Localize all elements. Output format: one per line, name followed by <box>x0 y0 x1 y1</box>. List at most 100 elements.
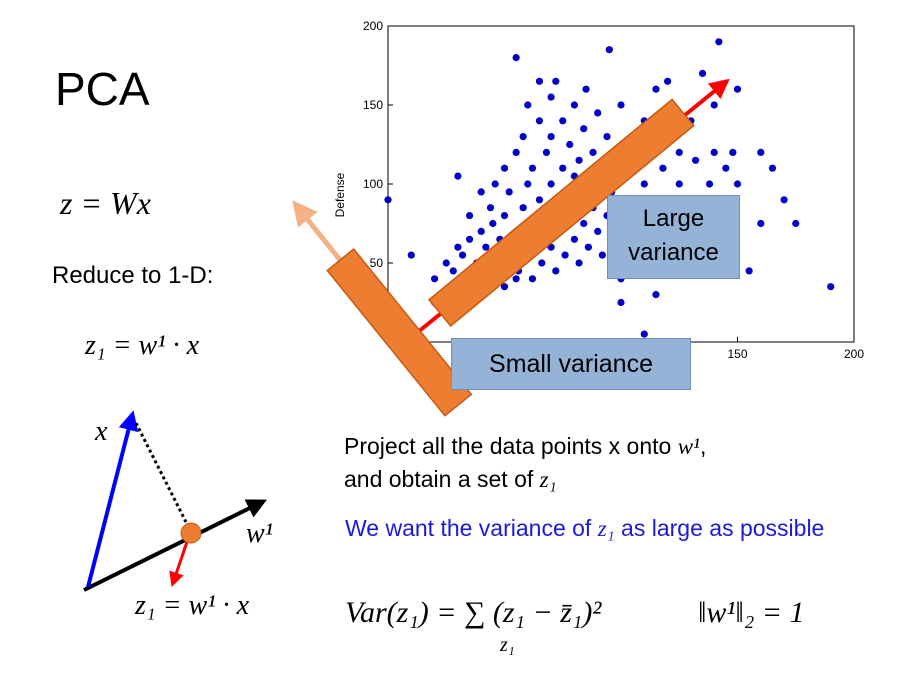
y-tick-label: 150 <box>363 98 383 112</box>
data-point <box>603 133 611 141</box>
data-point <box>566 140 574 149</box>
y-tick-label: 200 <box>363 19 383 33</box>
data-point <box>589 148 597 156</box>
data-point <box>535 117 544 125</box>
data-point <box>559 164 567 172</box>
data-point <box>698 69 707 77</box>
data-point <box>512 148 520 156</box>
data-point <box>675 180 683 188</box>
data-point <box>827 283 835 291</box>
data-point <box>465 235 474 243</box>
data-point <box>729 148 737 156</box>
data-point <box>505 188 513 196</box>
y-tick-label: 100 <box>363 177 383 191</box>
data-point <box>528 275 537 283</box>
data-point <box>458 251 467 259</box>
data-point <box>580 219 588 228</box>
reduce-label: Reduce to 1-D: <box>52 262 214 289</box>
data-point <box>570 235 578 243</box>
data-point <box>491 180 499 188</box>
projection-dotted-line <box>134 422 192 531</box>
data-point <box>477 227 485 235</box>
data-point <box>792 219 800 228</box>
data-point <box>580 125 588 133</box>
data-point <box>757 148 765 156</box>
data-point <box>617 298 625 307</box>
projection-point <box>180 522 202 544</box>
equation-main: z = Wx <box>60 185 151 221</box>
data-point <box>486 204 495 212</box>
x-tick-label: 200 <box>844 347 864 360</box>
page-title: PCA <box>55 63 150 115</box>
data-point <box>594 227 602 235</box>
projection-equation: z₁ = w¹ · x <box>135 590 250 621</box>
data-point <box>442 259 450 267</box>
data-point <box>582 85 590 93</box>
sum-subscript: z₁ <box>500 634 515 656</box>
data-point <box>570 101 578 109</box>
data-point <box>705 180 714 188</box>
data-point <box>780 196 788 204</box>
small-variance-bar <box>326 247 473 417</box>
data-point <box>524 180 532 188</box>
variance-goal-text: We want the variance of z₁ as large as p… <box>345 512 865 545</box>
data-point <box>710 101 718 109</box>
project-description: Project all the data points x onto w¹, a… <box>344 430 884 496</box>
data-point <box>465 212 474 220</box>
data-point <box>722 164 730 172</box>
x-tick-label: 150 <box>727 347 747 360</box>
data-point <box>733 85 742 93</box>
data-point <box>552 77 560 85</box>
project-line1: Project all the data points x onto <box>344 433 678 459</box>
data-point <box>584 243 592 251</box>
data-point <box>559 117 567 125</box>
data-point <box>640 180 648 188</box>
data-point <box>519 133 527 141</box>
data-point <box>605 46 613 54</box>
data-point <box>547 133 555 141</box>
large-variance-line2: variance <box>628 239 719 266</box>
goal-suffix: as large as possible <box>614 515 825 541</box>
data-point <box>652 291 660 299</box>
data-point <box>538 259 546 267</box>
data-point <box>561 251 569 259</box>
data-point <box>454 243 462 251</box>
data-point <box>733 180 742 188</box>
data-point <box>519 204 527 212</box>
data-point <box>659 164 667 172</box>
data-point <box>524 101 532 109</box>
data-point <box>449 267 457 275</box>
y-axis-label: Defense <box>333 172 347 217</box>
data-point <box>528 164 537 172</box>
data-point <box>512 54 520 62</box>
data-point <box>542 148 551 156</box>
small-variance-label: Small variance <box>451 338 691 390</box>
project-z1: z₁ <box>539 467 557 492</box>
data-point <box>407 251 415 259</box>
data-point <box>710 148 718 156</box>
data-point <box>512 275 520 283</box>
data-point <box>454 172 462 180</box>
data-point <box>489 219 497 228</box>
data-point <box>640 330 648 338</box>
data-point <box>652 85 660 93</box>
data-point <box>598 251 606 259</box>
y-tick-label: 50 <box>370 256 384 270</box>
large-variance-line1: Large <box>642 205 705 232</box>
data-point <box>675 148 683 156</box>
data-point <box>664 77 672 85</box>
goal-z1: z₁ <box>597 516 615 541</box>
data-point <box>715 38 723 46</box>
x-vector-label: x <box>95 416 108 447</box>
data-point <box>575 259 583 267</box>
large-variance-label: Large variance <box>607 195 740 279</box>
variance-equation: Var(z₁) = ∑ (z₁ − z̄₁)² z₁ <box>345 596 601 656</box>
project-w1: w¹ <box>677 434 700 459</box>
data-point <box>617 101 625 109</box>
norm-constraint: ‖w¹‖₂ = 1 <box>698 596 805 629</box>
equation-z1: z₁ = w¹ · x <box>85 330 200 361</box>
data-point <box>535 196 544 204</box>
data-point <box>691 156 700 164</box>
project-comma: , <box>699 433 707 459</box>
